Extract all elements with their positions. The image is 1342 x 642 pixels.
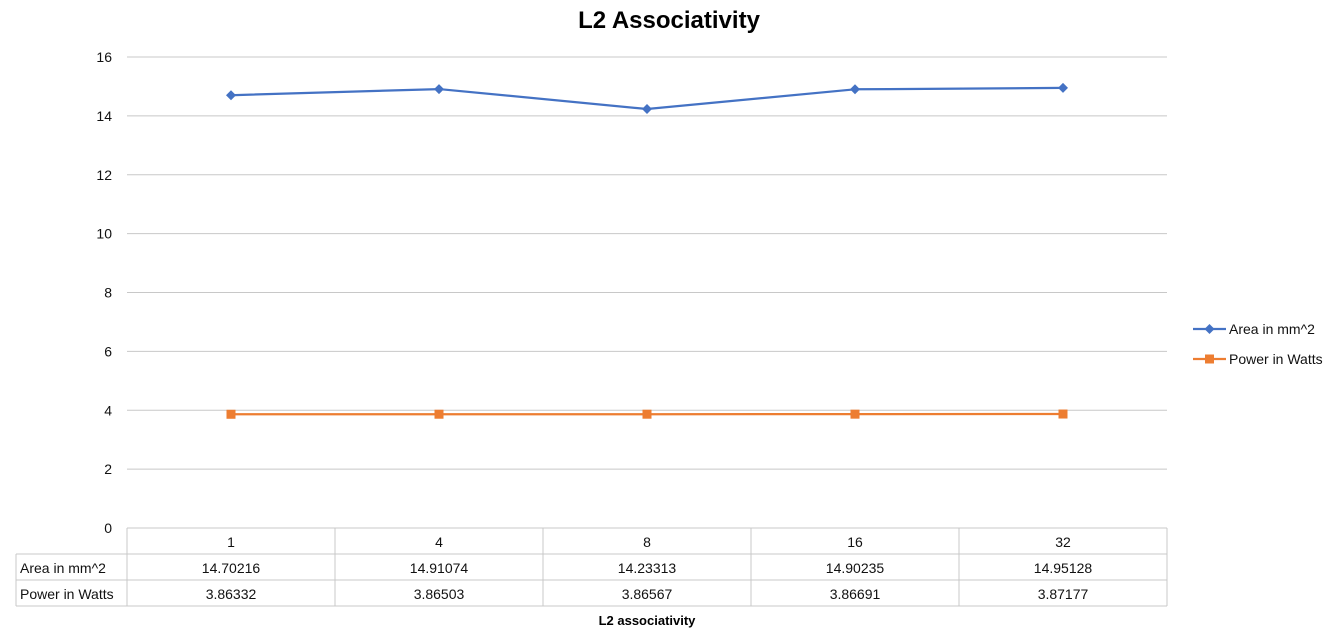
x-tick-label: 1	[227, 534, 235, 550]
y-tick-label: 12	[96, 167, 112, 183]
data-point	[434, 84, 444, 95]
table-cell: 3.86691	[830, 586, 881, 602]
table-row-label: Area in mm^2	[20, 560, 106, 576]
legend-label: Area in mm^2	[1229, 321, 1315, 337]
y-tick-label: 8	[104, 285, 112, 301]
chart-title: L2 Associativity	[578, 7, 761, 34]
series-lines	[226, 82, 1068, 419]
data-point	[226, 409, 236, 419]
y-tick-label: 4	[104, 402, 112, 418]
gridlines	[127, 56, 1167, 529]
y-tick-label: 6	[104, 343, 112, 359]
data-point	[850, 84, 860, 95]
legend-marker	[1205, 354, 1214, 364]
data-point	[1058, 82, 1068, 93]
table-cell: 3.86567	[622, 586, 673, 602]
y-tick-label: 14	[96, 108, 112, 124]
table-cell: 3.86503	[414, 586, 465, 602]
legend-label: Power in Watts	[1229, 351, 1323, 367]
data-point	[434, 409, 444, 419]
table-cell: 14.23313	[618, 560, 677, 576]
x-axis-label: L2 associativity	[599, 613, 697, 628]
x-tick-label: 8	[643, 534, 651, 550]
x-tick-label: 4	[435, 534, 443, 550]
y-tick-label: 0	[104, 520, 112, 536]
legend: Area in mm^2 Power in Watts	[1193, 321, 1323, 367]
x-tick-label: 32	[1055, 534, 1071, 550]
data-point	[226, 90, 236, 101]
y-tick-label: 2	[104, 461, 112, 477]
y-axis-ticks: 0 2 4 6 8 10 12 14 16	[96, 49, 112, 536]
table-cell: 14.90235	[826, 560, 885, 576]
table-cell: 14.95128	[1034, 560, 1093, 576]
table-row-label: Power in Watts	[20, 586, 114, 602]
table-cell: 14.70216	[202, 560, 261, 576]
data-point	[642, 104, 652, 115]
table-cell: 14.91074	[410, 560, 469, 576]
y-tick-label: 16	[96, 49, 112, 65]
data-point	[850, 409, 860, 419]
data-point	[642, 409, 652, 419]
data-point	[1058, 409, 1068, 419]
y-tick-label: 10	[96, 226, 112, 242]
table-cell: 3.87177	[1038, 586, 1089, 602]
legend-marker	[1204, 324, 1215, 334]
x-tick-label: 16	[847, 534, 863, 550]
table-cell: 3.86332	[206, 586, 257, 602]
data-table: 1 4 8 16 32 Area in mm^2 14.70216 14.91074 14.23…	[15, 527, 1168, 607]
